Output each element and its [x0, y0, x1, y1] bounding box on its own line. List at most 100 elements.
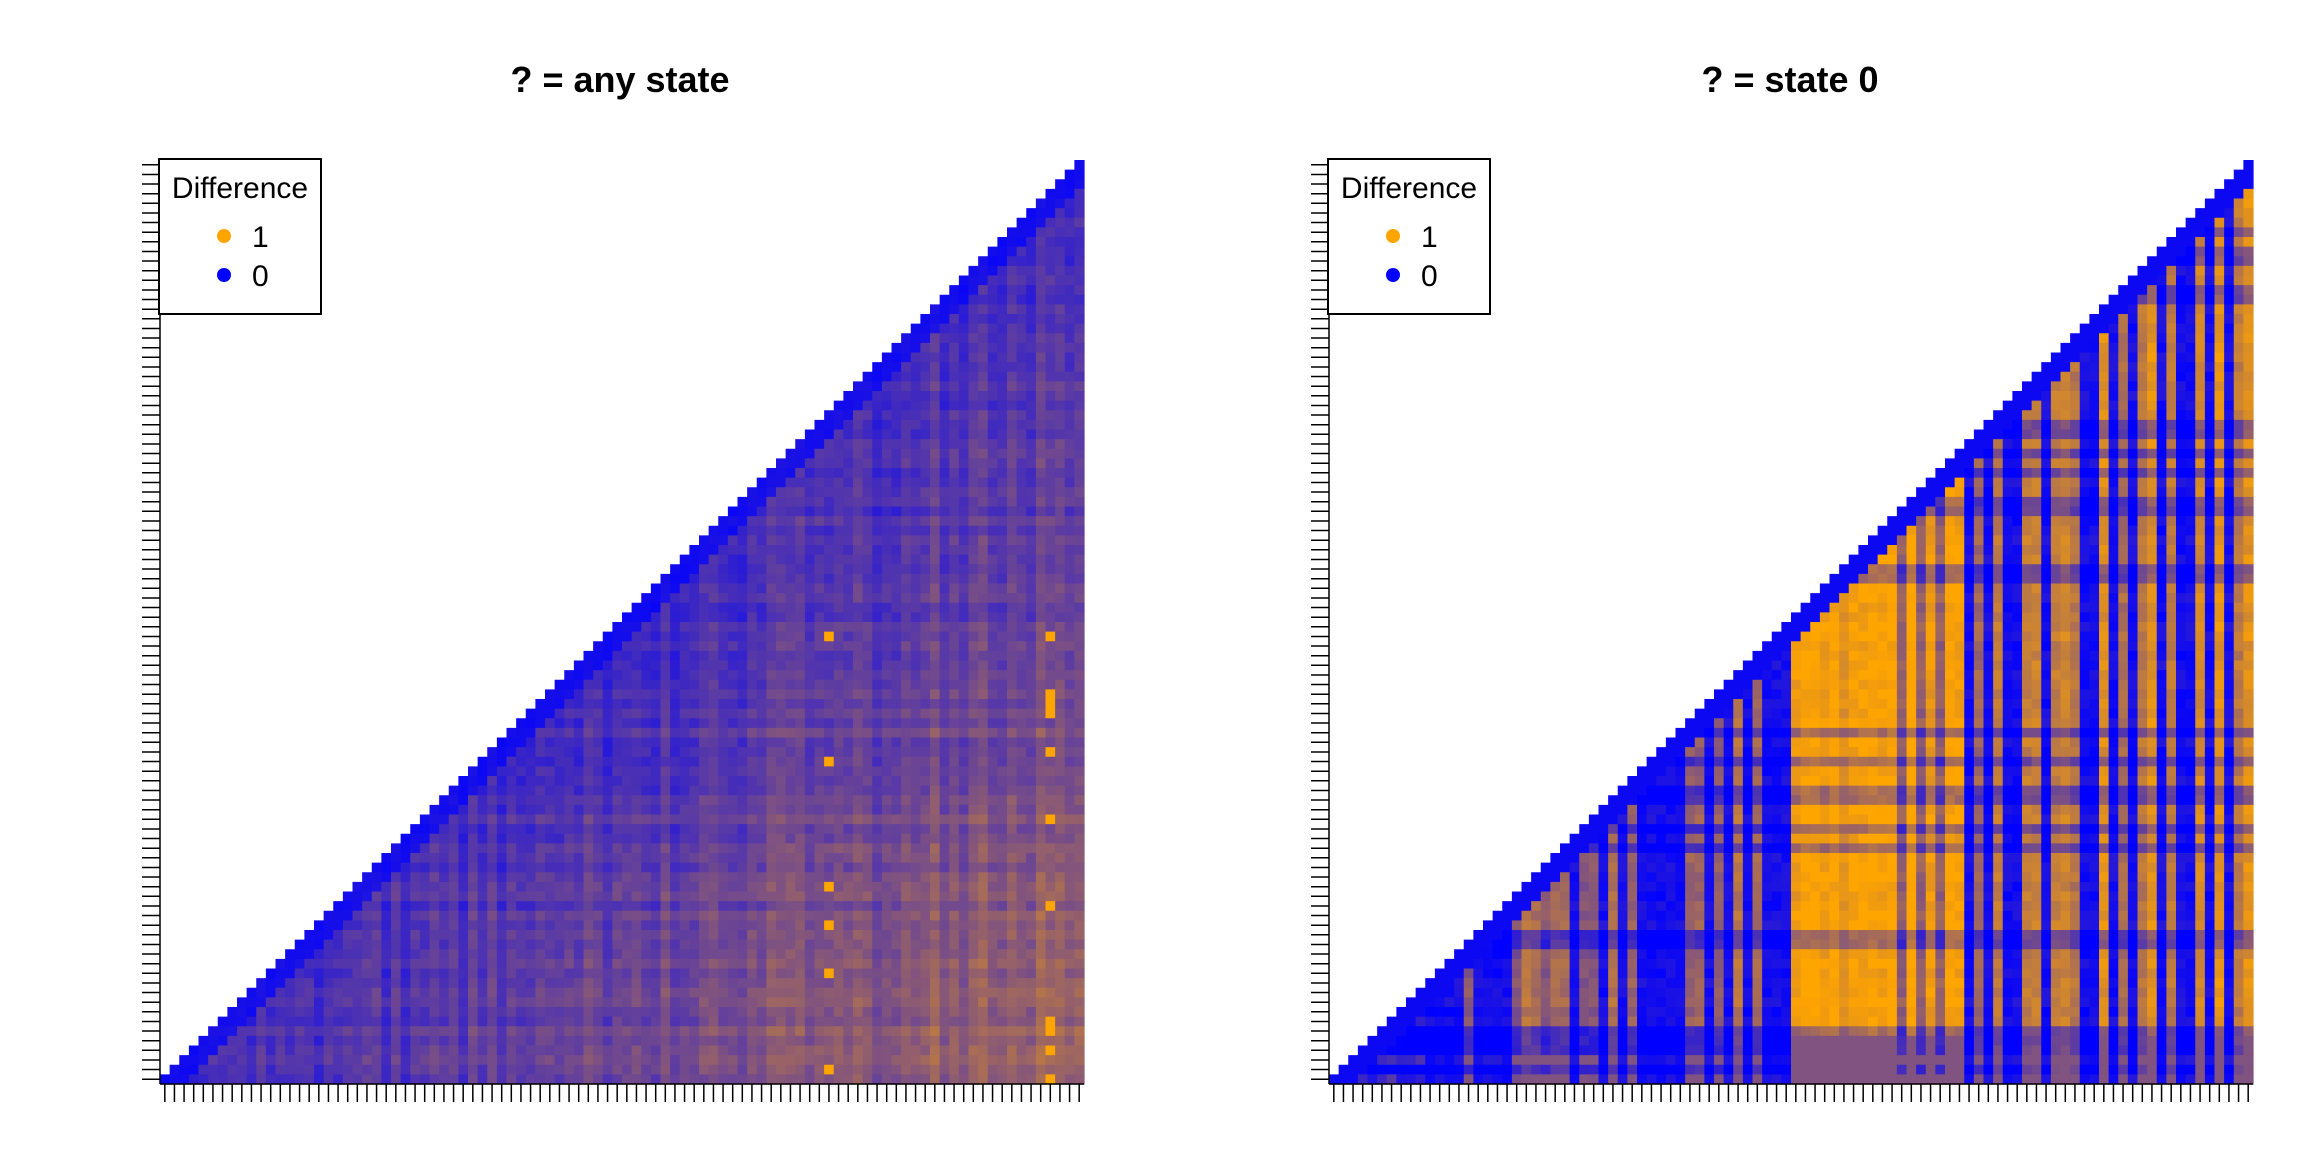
heatmap-cell [333, 1055, 344, 1066]
heatmap-cell [910, 477, 921, 488]
heatmap-cell [1064, 804, 1075, 816]
heatmap-cell [679, 660, 690, 671]
heatmap-cell [862, 756, 873, 767]
heatmap-cell [987, 487, 998, 498]
heatmap-cell [920, 1007, 931, 1018]
heatmap-cell [573, 997, 585, 1008]
heatmap-cell [583, 1016, 594, 1027]
heatmap-cell [1026, 535, 1037, 546]
heatmap-cell [756, 920, 767, 931]
heatmap-cell [958, 1074, 970, 1085]
heatmap-cell [448, 1045, 459, 1056]
heatmap-cell [958, 862, 970, 873]
heatmap-cell [285, 1016, 296, 1027]
heatmap-cell [814, 708, 825, 719]
heatmap-cell [804, 958, 816, 970]
heatmap-cell [949, 650, 960, 662]
heatmap-cell [448, 1026, 459, 1037]
heatmap-cell [987, 1074, 998, 1085]
heatmap-cell [1064, 400, 1075, 411]
heatmap-cell [641, 718, 652, 729]
heatmap-cell [930, 862, 941, 873]
heatmap-cell [631, 612, 642, 623]
heatmap-cell [958, 843, 970, 854]
heatmap-cell [535, 901, 546, 912]
heatmap-cell [958, 429, 970, 440]
heatmap-cell [891, 1026, 902, 1037]
heatmap-cell [958, 708, 970, 719]
heatmap-cell [2224, 275, 2235, 286]
heatmap-cell [1055, 699, 1066, 710]
heatmap-cell [824, 448, 835, 459]
heatmap-cell [593, 901, 604, 912]
heatmap-cell [1055, 949, 1066, 960]
heatmap-cell [968, 477, 979, 488]
heatmap-cell [824, 1007, 835, 1018]
heatmap-cell [824, 968, 835, 979]
heatmap-cell [939, 910, 950, 921]
heatmap-cell [593, 718, 604, 729]
heatmap-cell [1045, 987, 1056, 998]
heatmap-cell [689, 737, 700, 748]
heatmap-cell [1074, 323, 1085, 334]
heatmap-cell [1007, 573, 1018, 585]
heatmap-cell [545, 987, 556, 998]
heatmap-cell [496, 804, 508, 816]
heatmap-cell [602, 689, 613, 700]
heatmap-cell [843, 631, 854, 642]
heatmap-cell [660, 795, 671, 806]
heatmap-cell [862, 477, 873, 488]
heatmap-cell [747, 968, 758, 979]
heatmap-cell [631, 622, 642, 633]
heatmap-cell [689, 747, 700, 758]
heatmap-cell [545, 997, 556, 1008]
heatmap-cell [487, 1035, 498, 1047]
heatmap-cell [718, 747, 729, 758]
heatmap-cell [901, 545, 912, 556]
heatmap-cell [766, 468, 777, 479]
heatmap-cell [987, 766, 998, 777]
heatmap-cell [564, 872, 575, 883]
heatmap-cell [756, 1016, 767, 1027]
heatmap-cell [1026, 419, 1037, 431]
heatmap-cell [679, 833, 690, 844]
heatmap-cell [304, 1016, 315, 1027]
heatmap-cell [1007, 410, 1018, 421]
heatmap-cell [679, 1007, 690, 1018]
heatmap-cell [949, 525, 960, 536]
heatmap-cell [1035, 776, 1047, 787]
heatmap-cell [756, 718, 767, 729]
heatmap-cell [573, 1035, 585, 1047]
heatmap-cell [477, 1035, 488, 1047]
heatmap-cell [920, 978, 931, 989]
heatmap-cell [699, 862, 710, 873]
heatmap-cell [939, 535, 950, 546]
heatmap-cell [910, 776, 921, 787]
heatmap-cell [747, 631, 758, 642]
heatmap-cell [978, 535, 989, 546]
heatmap-cell [939, 612, 950, 623]
heatmap-cell [1064, 477, 1075, 488]
heatmap-cell [1026, 631, 1037, 642]
heatmap-cell [323, 968, 334, 979]
heatmap-cell [968, 785, 979, 796]
heatmap-cell [766, 910, 777, 921]
heatmap-cell [891, 872, 902, 883]
heatmap-cell [1074, 699, 1085, 710]
heatmap-cell [853, 410, 864, 421]
heatmap-cell [602, 650, 613, 662]
heatmap-cell [1045, 506, 1056, 517]
heatmap-cell [853, 448, 864, 459]
heatmap-cell [1064, 217, 1075, 228]
heatmap-cell [978, 910, 989, 921]
heatmap-cell [1074, 987, 1085, 998]
heatmap-cell [1007, 593, 1018, 604]
heatmap-cell [1007, 448, 1018, 459]
heatmap-cell [881, 602, 893, 613]
heatmap-cell [987, 833, 998, 844]
heatmap-cell [708, 920, 719, 931]
heatmap-cell [352, 1045, 363, 1056]
heatmap-cell [881, 785, 893, 796]
heatmap-cell [439, 1007, 450, 1018]
heatmap-cell [545, 1035, 556, 1047]
